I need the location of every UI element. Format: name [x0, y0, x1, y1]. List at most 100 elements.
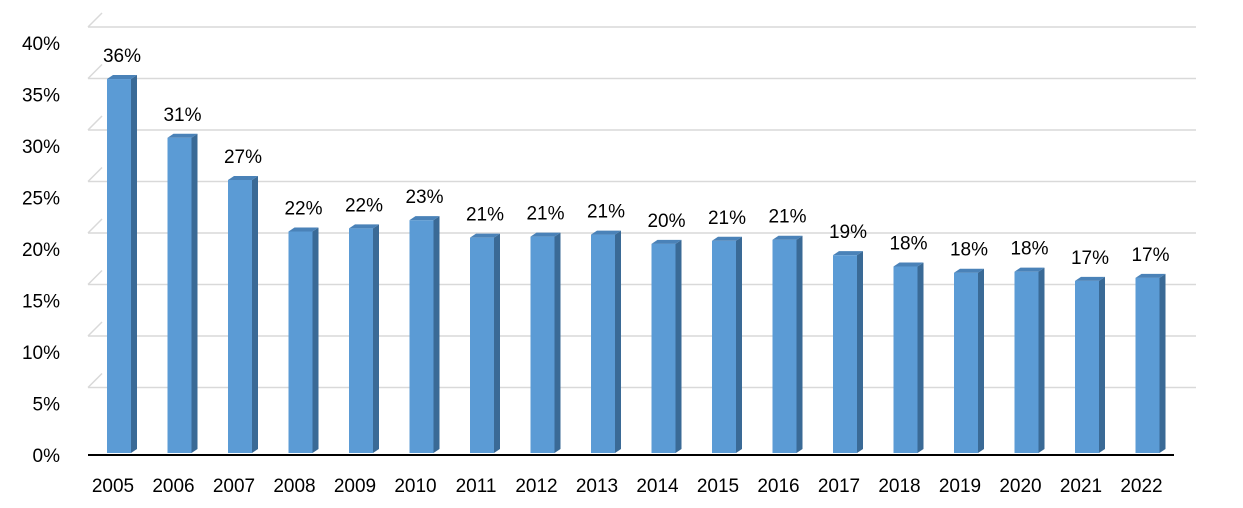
bar-top — [833, 251, 863, 256]
bar-side — [796, 235, 803, 453]
bar-front — [772, 239, 797, 453]
data-label: 23% — [405, 187, 443, 208]
bar-front — [107, 79, 131, 454]
bar — [409, 216, 440, 453]
bar-top — [167, 133, 198, 138]
data-label: 17% — [1071, 248, 1109, 269]
bar-front — [409, 220, 434, 453]
bar-side — [433, 216, 440, 453]
bar-front — [1075, 280, 1099, 453]
bar-top — [409, 216, 440, 221]
data-label: 22% — [284, 198, 322, 219]
data-label: 21% — [466, 205, 504, 226]
bar-top — [349, 224, 379, 229]
x-axis-tick-labels: 2005 2006 2007 2008 2009 2010 2011 2012 2013 2014… — [92, 476, 1163, 497]
bar — [893, 262, 924, 453]
x-tick-label: 2007 — [213, 476, 255, 497]
x-tick-label: 2015 — [697, 476, 739, 497]
bar-side — [252, 175, 258, 454]
data-label: 22% — [345, 195, 383, 216]
bar — [772, 235, 803, 453]
bar-side — [191, 133, 198, 453]
bar-front — [167, 137, 192, 453]
bar-top — [530, 232, 561, 237]
bar — [833, 251, 863, 453]
bar-front — [530, 236, 555, 453]
bar-front — [954, 272, 978, 453]
data-label: 31% — [163, 105, 201, 126]
bar-front — [893, 266, 918, 453]
y-axis-tick-labels: 0% 5% 10% 15% 20% 25% 30% 35% 40% — [22, 34, 60, 467]
bar-top — [228, 175, 258, 180]
bar-side — [131, 75, 137, 454]
data-label: 20% — [647, 211, 685, 232]
bar-front — [1014, 271, 1039, 453]
bar-side — [675, 239, 682, 453]
gridline-wall — [87, 269, 103, 286]
bar — [167, 133, 198, 453]
x-tick-label: 2008 — [273, 476, 315, 497]
x-tick-label: 2012 — [515, 476, 557, 497]
bar-side — [736, 236, 742, 453]
data-label: 18% — [1010, 239, 1048, 260]
data-labels: 36% 31% 27% 22% 22% 23% 21% 21% 21% 20% 21% 21% 19% 1… — [103, 46, 1170, 269]
bars — [107, 75, 1166, 454]
y-tick-label: 20% — [22, 240, 60, 261]
bar — [288, 227, 319, 453]
bar-side — [554, 232, 561, 453]
y-tick-label: 5% — [33, 395, 61, 416]
bar-top — [288, 227, 319, 232]
bar — [349, 224, 379, 453]
bar-top — [954, 268, 984, 273]
y-tick-label: 30% — [22, 137, 60, 158]
bar-top — [651, 239, 682, 244]
data-label: 19% — [829, 222, 867, 243]
x-tick-label: 2021 — [1060, 476, 1102, 497]
bar — [712, 236, 742, 453]
gridline-wall — [87, 63, 103, 80]
y-tick-label: 10% — [22, 343, 60, 364]
data-label: 21% — [768, 207, 806, 228]
y-tick-label: 0% — [33, 446, 61, 467]
bar-top — [1075, 276, 1105, 281]
bar-side — [494, 233, 500, 453]
bar-side — [1038, 267, 1045, 453]
bar-front — [349, 228, 373, 453]
x-tick-label: 2022 — [1120, 476, 1162, 497]
gridline-wall — [87, 166, 103, 183]
bar — [1075, 276, 1105, 453]
x-tick-label: 2010 — [394, 476, 436, 497]
gridline-wall — [87, 372, 103, 389]
bar-top — [772, 235, 803, 240]
bar-top — [470, 233, 500, 238]
bar-front — [228, 179, 252, 454]
gridline-wall — [87, 321, 103, 337]
bar-front — [591, 234, 615, 453]
x-tick-label: 2018 — [878, 476, 920, 497]
x-tick-label: 2016 — [757, 476, 799, 497]
data-label: 27% — [224, 147, 262, 168]
bar — [954, 268, 984, 453]
bar-top — [893, 262, 924, 267]
data-label: 18% — [889, 234, 927, 255]
gridlines — [87, 12, 1196, 389]
x-tick-label: 2013 — [576, 476, 618, 497]
y-tick-label: 40% — [22, 34, 60, 55]
x-tick-label: 2014 — [636, 476, 679, 497]
bar-side — [1159, 273, 1166, 453]
x-tick-label: 2020 — [999, 476, 1041, 497]
bar — [1135, 273, 1166, 453]
gridline-wall — [87, 12, 103, 28]
x-tick-label: 2019 — [939, 476, 981, 497]
bar-front — [470, 237, 494, 453]
bar — [591, 230, 621, 453]
bar-side — [312, 227, 319, 453]
bar-front — [651, 243, 676, 453]
y-tick-label: 35% — [22, 86, 60, 107]
bar-front — [1135, 277, 1160, 453]
x-tick-label: 2006 — [152, 476, 194, 497]
bar — [651, 239, 682, 453]
bar-side — [917, 262, 924, 453]
data-label: 18% — [950, 240, 988, 261]
